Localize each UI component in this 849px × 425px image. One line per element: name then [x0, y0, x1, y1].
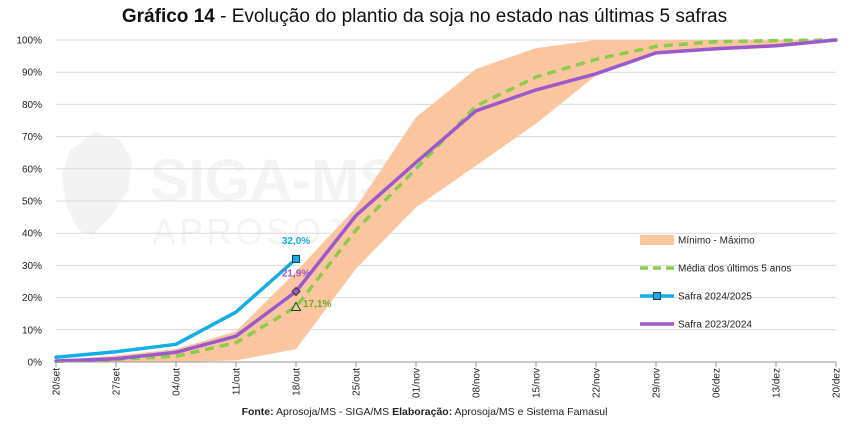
x-tick-label: 18/out — [292, 368, 303, 396]
marker-safra-2024-2025 — [292, 254, 300, 263]
legend-label: Média dos últimos 5 anos — [678, 264, 791, 275]
legend-swatch-marker — [653, 292, 661, 300]
x-tick-label: 11/out — [232, 368, 243, 395]
marker-media-dos-ultimos-5-anos — [290, 301, 302, 311]
chart-title-text: Evolução do plantio da soja no estado na… — [231, 6, 728, 27]
x-tick-label: 20/set — [52, 368, 63, 395]
y-tick-label: 50% — [22, 197, 42, 208]
source-note: Fonte: Aprosoja/MS - SIGA/MS Elaboração:… — [0, 406, 849, 418]
x-tick-label: 27/set — [112, 368, 123, 395]
source-fonte-label: Fonte: — [241, 406, 274, 418]
grid-lines — [56, 39, 836, 331]
chart-title-prefix: Gráfico 14 — [121, 6, 215, 27]
x-tick-label: 29/nov — [652, 368, 663, 398]
data-label-safra-2023-2024: 21,9% — [282, 268, 310, 279]
data-label-media-dos-ultimos-5-anos: 17,1% — [303, 299, 331, 310]
y-tick-label: 100% — [16, 36, 42, 47]
x-tick-label: 04/out — [172, 368, 183, 396]
y-tick-label: 40% — [22, 229, 42, 240]
watermark-logo — [62, 132, 132, 235]
y-tick-label: 0% — [28, 358, 43, 369]
marker-safra-2023-2024 — [291, 286, 301, 297]
watermark-text-1: SIGA-MS — [150, 148, 398, 213]
legend-item-minimo-maximo: Mínimo - Máximo — [640, 235, 755, 247]
legend-item-safra-2024-2025: Safra 2024/2025 — [640, 292, 752, 303]
x-tick-label: 15/nov — [532, 368, 543, 398]
y-tick-label: 10% — [22, 325, 42, 336]
legend-label: Safra 2023/2024 — [678, 320, 752, 331]
series-line-safra-2023-2024 — [54, 38, 838, 363]
y-tick-label: 90% — [22, 68, 42, 79]
y-tick-label: 70% — [22, 132, 42, 143]
series-line-safra-2024-2025 — [54, 257, 298, 359]
legend: Mínimo - Máximo Média dos últimos 5 anos S… — [640, 235, 791, 331]
axes-layer: 0% 10% 20% 30% 40% 50% 60% 70% 80% 90% 100% 20/set 2… — [16, 36, 842, 399]
series-layer — [54, 38, 838, 364]
y-tick-label: 30% — [22, 261, 42, 272]
chart-title-separator: - — [214, 6, 232, 27]
band-layer — [56, 40, 836, 362]
legend-label: Mínimo - Máximo — [678, 236, 755, 247]
legend-label: Safra 2024/2025 — [678, 292, 752, 303]
y-tick-label: 60% — [22, 164, 42, 175]
legend-item-media-dos-ultimos-5-anos: Média dos últimos 5 anos — [640, 264, 791, 275]
source-elab-value: Aprosoja/MS e Sistema Famasul — [452, 406, 608, 418]
x-tick-label: 13/dez — [772, 368, 783, 398]
x-tick-label: 22/nov — [592, 368, 603, 398]
x-tick-label: 20/dez — [832, 368, 843, 398]
x-tick-label: 06/dez — [712, 368, 723, 398]
y-tick-label: 80% — [22, 100, 42, 111]
chart-title: Gráfico 14 - Evolução do plantio da soja… — [0, 6, 849, 28]
source-elab-label: Elaboração: — [392, 406, 453, 418]
source-fonte-value: Aprosoja/MS - SIGA/MS — [273, 406, 393, 418]
data-label-safra-2024-2025: 32,0% — [282, 236, 310, 247]
band-min-max — [56, 40, 836, 362]
legend-swatch-band — [640, 235, 674, 245]
y-tick-label: 20% — [22, 293, 42, 304]
x-tick-label: 25/out — [352, 368, 363, 396]
x-tick-label: 08/nov — [472, 368, 483, 398]
legend-item-safra-2023-2024: Safra 2023/2024 — [640, 320, 752, 331]
marker-layer: 32,0% 21,9% 17,1% — [282, 236, 331, 311]
x-tick-label: 01/nov — [412, 368, 423, 398]
